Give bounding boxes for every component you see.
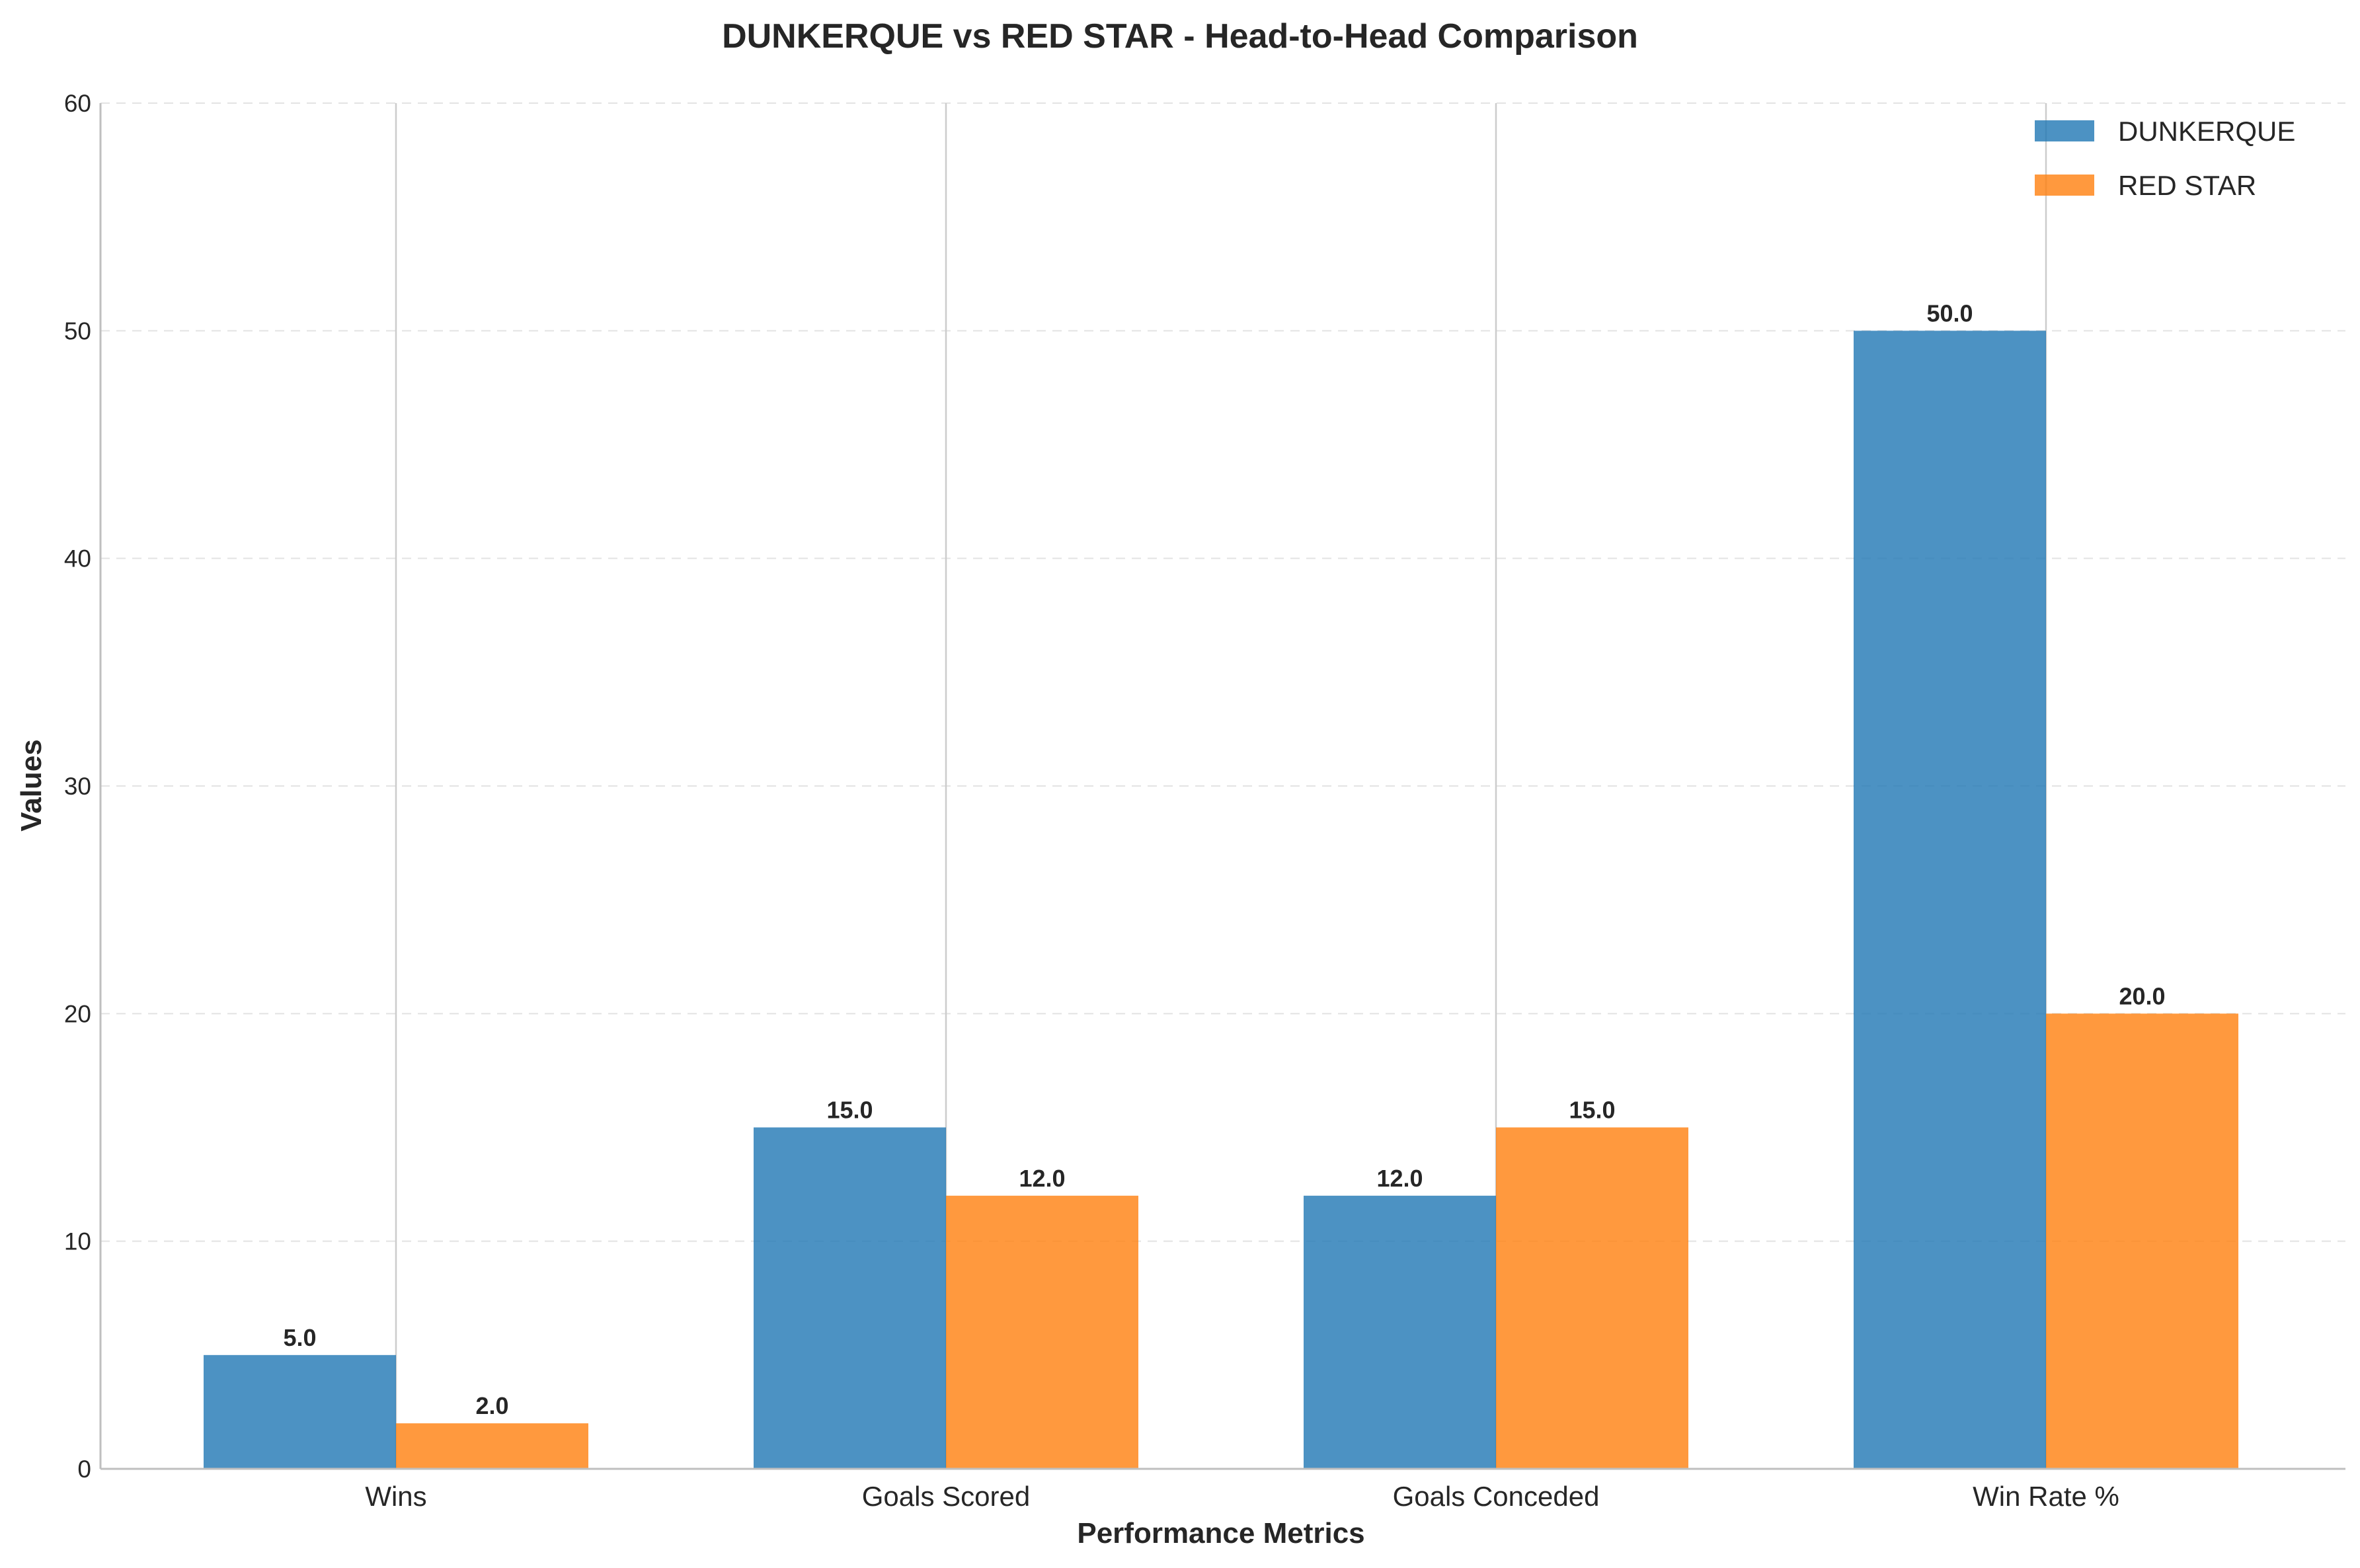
bar-dunkerque: [1854, 331, 2046, 1469]
y-tick-label: 30: [64, 773, 91, 800]
chart-title: DUNKERQUE vs RED STAR - Head-to-Head Com…: [722, 17, 1638, 56]
x-axis-label: Performance Metrics: [1077, 1517, 1364, 1549]
x-tick-label: Win Rate %: [1973, 1481, 2119, 1512]
bar-dunkerque: [204, 1354, 396, 1469]
bar-red-star: [396, 1423, 588, 1469]
x-tick-label: Goals Conceded: [1393, 1481, 1600, 1512]
y-tick-label: 10: [64, 1228, 91, 1255]
bar-value-label: 15.0: [826, 1097, 873, 1124]
legend-swatch: [2035, 120, 2094, 141]
legend-label: DUNKERQUE: [2118, 116, 2295, 147]
legend-label: RED STAR: [2118, 170, 2256, 201]
legend: DUNKERQUE RED STAR: [2035, 116, 2295, 201]
bar-dunkerque: [1304, 1195, 1496, 1469]
x-tick-label: Goals Scored: [862, 1481, 1030, 1512]
bar-value-label: 2.0: [475, 1392, 508, 1419]
bar-value-label: 20.0: [2119, 982, 2165, 1009]
bar-dunkerque: [754, 1127, 946, 1469]
y-tick-label: 20: [64, 1000, 91, 1027]
tick-labels: 0 10 20 30 40 50 60 Wins Goals Scored Goals Conce…: [64, 90, 2119, 1512]
legend-swatch: [2035, 175, 2094, 196]
bar-value-label: 12.0: [1376, 1165, 1423, 1192]
axes: [99, 103, 2345, 1470]
bar-red-star: [1496, 1127, 1688, 1469]
bar-value-label: 12.0: [1019, 1165, 1065, 1192]
bar-value-label: 5.0: [283, 1324, 316, 1351]
bar-red-star: [946, 1195, 1138, 1469]
bar-value-labels: 5.0 2.0 15.0 12.0 12.0 15.0 50.0 20.0: [283, 299, 2165, 1419]
y-tick-label: 40: [64, 545, 91, 572]
bar-value-label: 15.0: [1569, 1097, 1615, 1124]
y-tick-label: 0: [77, 1456, 91, 1483]
y-axis-label: Values: [15, 739, 48, 831]
x-tick-label: Wins: [365, 1481, 426, 1512]
y-tick-label: 50: [64, 317, 91, 344]
y-tick-label: 60: [64, 90, 91, 117]
bar-red-star: [2046, 1013, 2238, 1469]
bars: [204, 331, 2238, 1469]
bar-value-label: 50.0: [1926, 299, 1973, 327]
